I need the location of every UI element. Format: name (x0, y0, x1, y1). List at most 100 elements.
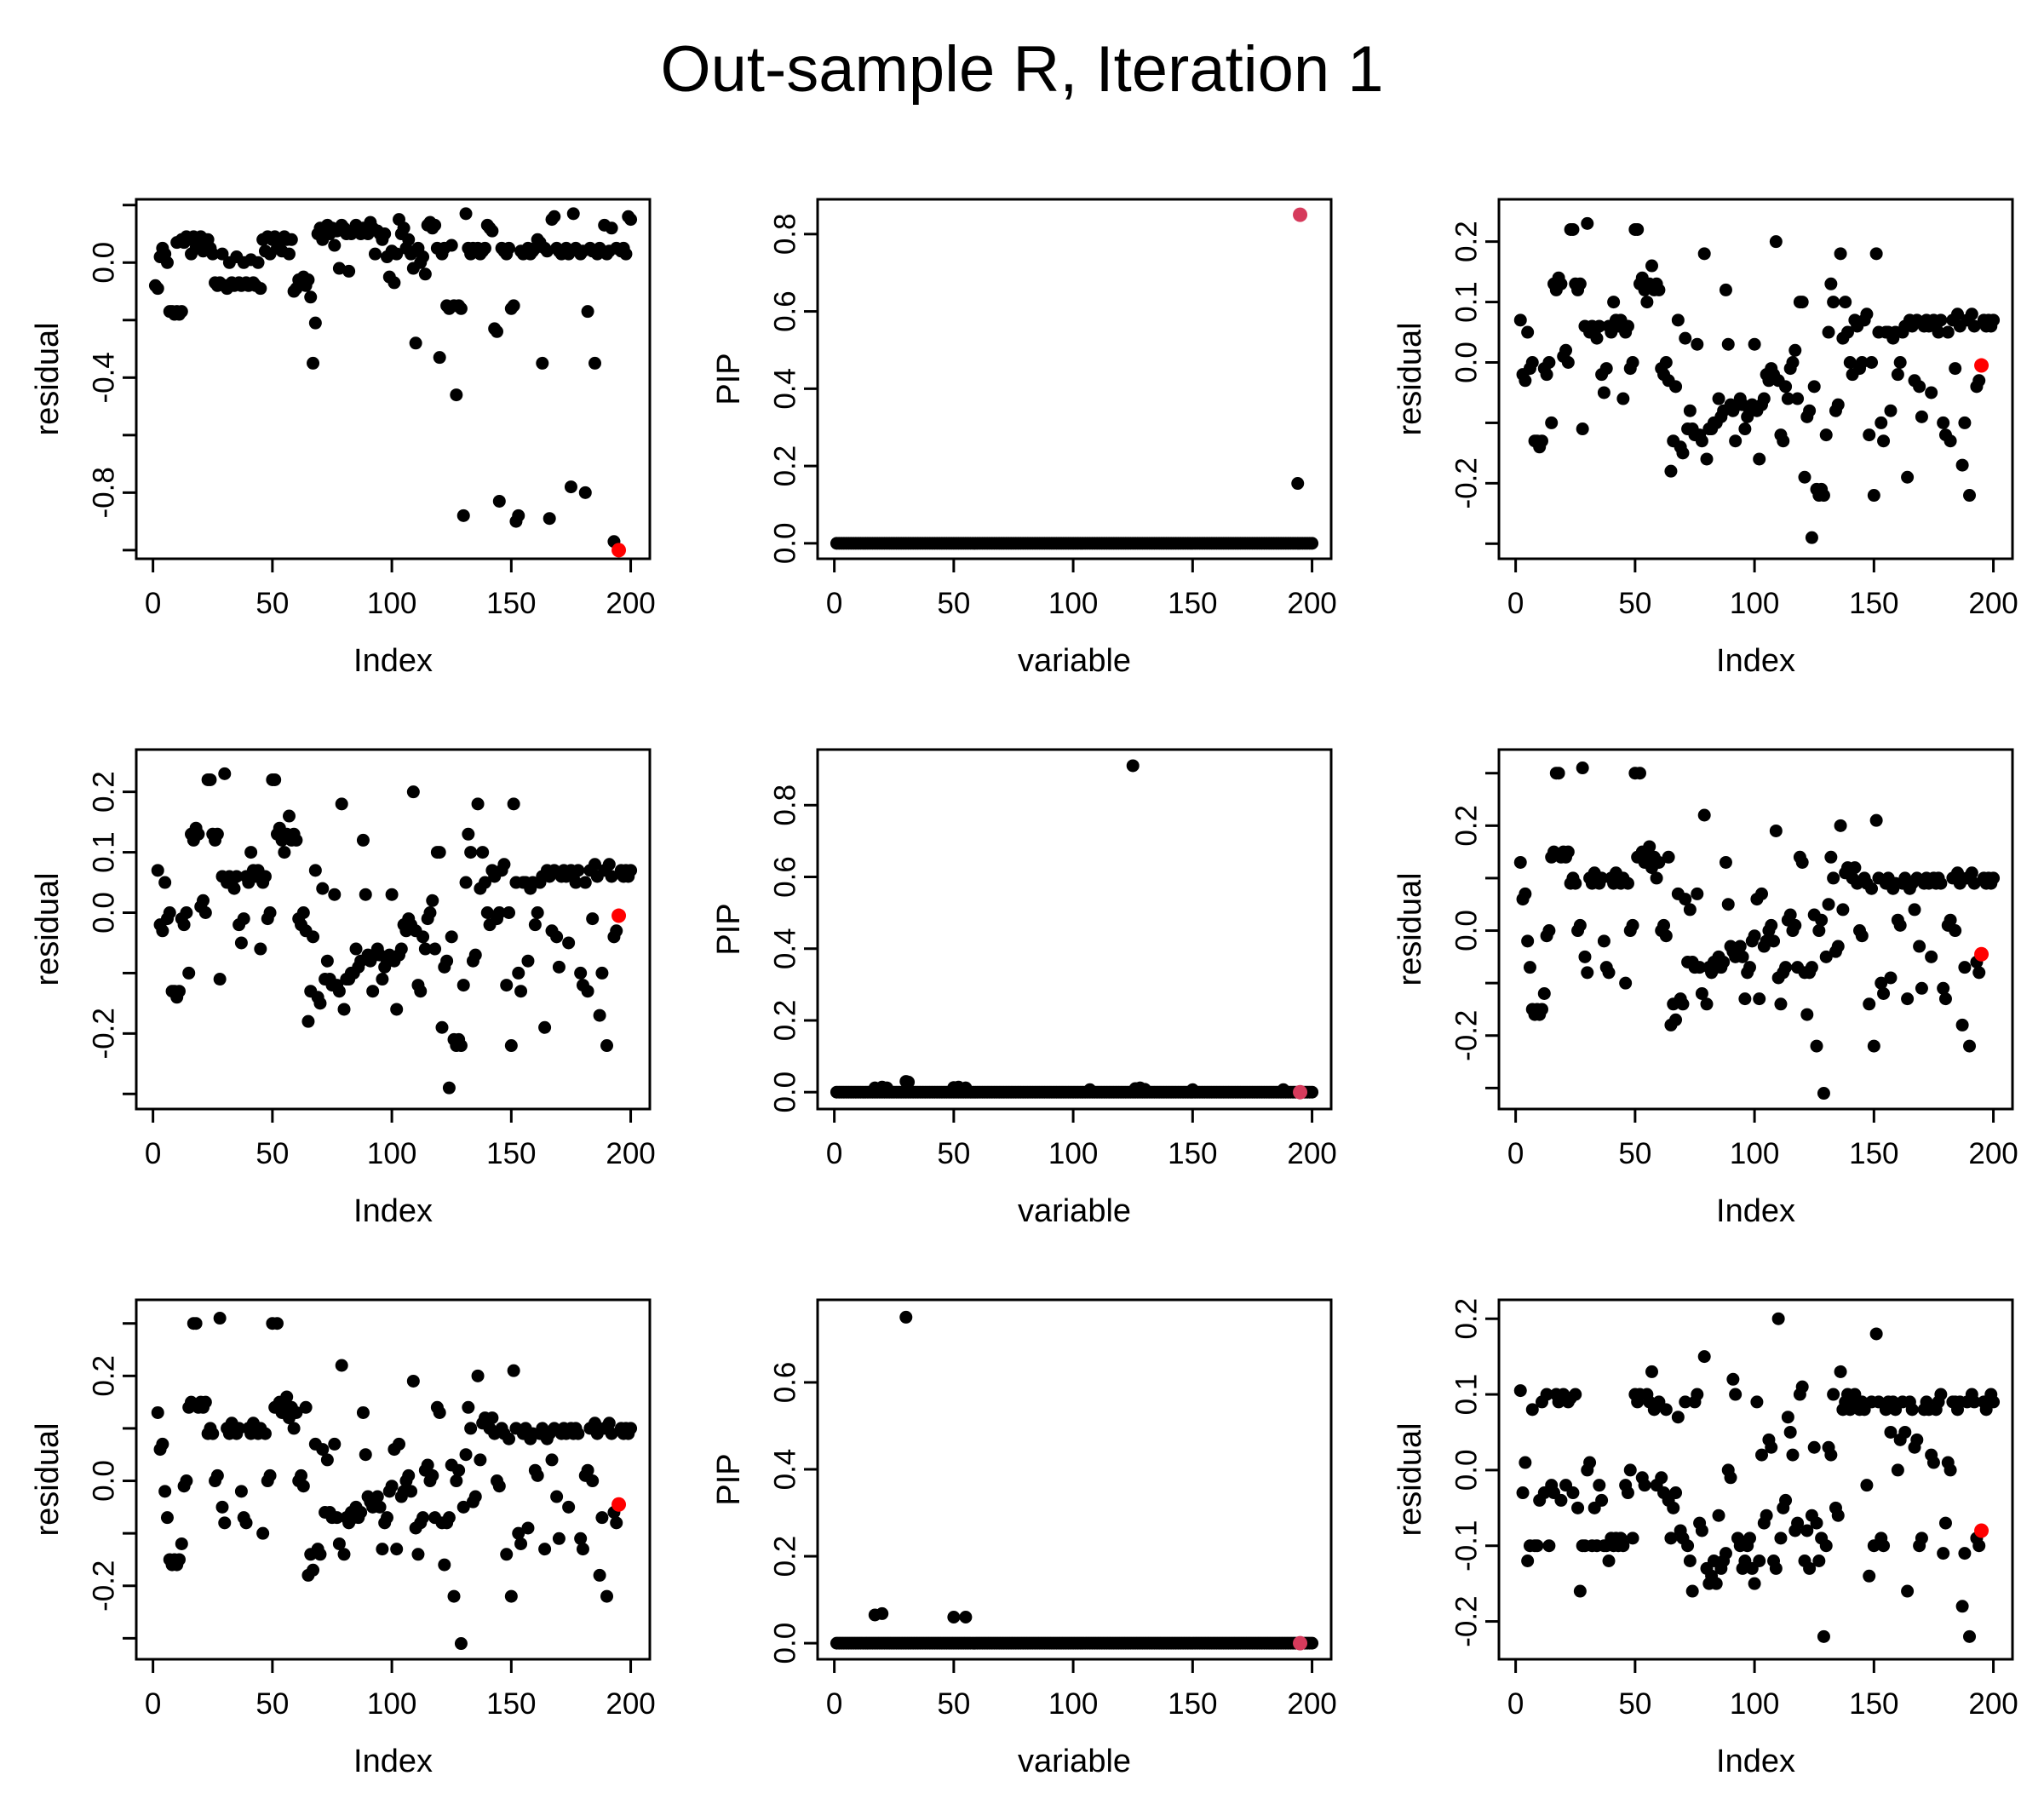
y-tick-label: 0.0 (88, 1460, 121, 1502)
y-tick-label: 0.4 (769, 928, 802, 969)
data-point (507, 299, 520, 313)
data-point (512, 966, 525, 980)
data-point (586, 912, 600, 926)
data-point (1599, 362, 1613, 376)
data-point (368, 247, 382, 261)
data-point (1679, 331, 1692, 345)
data-point (1693, 961, 1707, 974)
data-point (1937, 1547, 1950, 1560)
data-point (1631, 222, 1645, 236)
data-point (550, 930, 564, 944)
data-point (1893, 355, 1907, 369)
data-point (1521, 325, 1535, 339)
data-point (1805, 961, 1818, 974)
data-point (359, 1448, 372, 1462)
data-point (485, 1411, 499, 1425)
x-tick-label: 100 (1730, 1137, 1779, 1170)
data-point (1800, 1524, 1814, 1537)
data-point (447, 1589, 461, 1603)
data-point (1875, 976, 1888, 990)
data-point (1659, 929, 1673, 943)
data-point (459, 876, 473, 889)
x-axis-label: variable (1018, 1193, 1131, 1229)
x-tick-label: 100 (367, 1687, 416, 1721)
data-point (180, 1474, 193, 1488)
highlight-point (1974, 358, 1989, 373)
data-point (1791, 1516, 1805, 1530)
y-axis-label: residual (30, 1422, 66, 1536)
data-point (198, 905, 212, 919)
data-point (445, 930, 458, 944)
data-point (428, 942, 442, 956)
data-point (1819, 428, 1833, 442)
y-tick-label: -0.4 (88, 352, 121, 403)
x-tick-label: 150 (1849, 1137, 1898, 1170)
data-point (1810, 1516, 1823, 1530)
data-point (476, 846, 490, 859)
data-point (1848, 861, 1862, 875)
data-point (1893, 918, 1907, 932)
data-point (376, 1543, 389, 1556)
data-point (442, 1511, 456, 1525)
data-point (156, 924, 169, 938)
data-point (180, 905, 193, 919)
data-point (1834, 1365, 1847, 1378)
data-point (1748, 337, 1761, 351)
data-point (1786, 355, 1800, 369)
y-tick-label: 0.0 (88, 242, 121, 284)
x-tick-label: 50 (1618, 587, 1651, 620)
data-point (254, 282, 267, 296)
data-point (1657, 918, 1671, 932)
data-point (1800, 1008, 1814, 1021)
data-point (1664, 1532, 1678, 1545)
data-point (1949, 362, 1962, 376)
data-point (1623, 1463, 1637, 1477)
data-point (1972, 374, 1986, 388)
data-point (316, 882, 330, 895)
y-axis-label: residual (1392, 1422, 1428, 1536)
y-tick-label: 0.1 (1450, 1374, 1484, 1416)
data-point (328, 888, 342, 901)
data-point (1869, 1327, 1883, 1341)
data-point (244, 846, 258, 859)
data-point (1786, 1448, 1800, 1462)
x-tick-label: 100 (1048, 1137, 1098, 1170)
data-point (531, 905, 544, 919)
data-point (1937, 981, 1950, 995)
data-point (1777, 434, 1790, 448)
data-point (313, 997, 327, 1010)
data-point (426, 894, 439, 907)
data-point (1717, 956, 1731, 969)
y-tick-label: 0.2 (88, 1355, 121, 1397)
data-point (278, 846, 291, 859)
data-point (163, 905, 176, 919)
highlight-point (1974, 946, 1989, 962)
x-tick-label: 150 (1168, 587, 1217, 620)
data-point (1676, 446, 1690, 460)
data-point (512, 1526, 525, 1540)
data-point (416, 930, 430, 944)
data-point (433, 1405, 446, 1419)
data-point (492, 1480, 506, 1493)
data-point (1729, 1388, 1743, 1401)
data-point (402, 1468, 416, 1482)
data-point (1578, 950, 1592, 963)
data-point (478, 241, 491, 255)
data-point (605, 221, 618, 235)
data-point (1083, 1083, 1097, 1096)
data-point (1950, 866, 1964, 880)
data-point (1934, 876, 1948, 890)
data-point (251, 256, 265, 269)
y-tick-label: 0.0 (769, 1623, 802, 1664)
data-point (218, 1516, 232, 1530)
data-point (1523, 961, 1536, 974)
data-point (385, 888, 399, 901)
x-tick-label: 50 (937, 1687, 970, 1721)
data-point (1542, 924, 1556, 938)
data-point (1987, 1395, 2001, 1409)
data-point (1803, 1561, 1817, 1575)
y-axis-label: PIP (711, 1453, 747, 1505)
data-point (1519, 1456, 1532, 1469)
data-point (258, 870, 272, 883)
data-point (1138, 1083, 1151, 1096)
